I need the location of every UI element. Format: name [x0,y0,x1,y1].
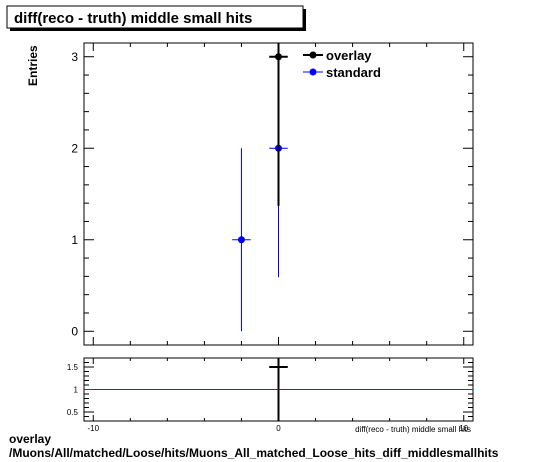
legend-standard-marker [309,68,317,76]
title-box: diff(reco - truth) middle small hits [6,5,306,31]
ratio-y-tick-label: 0.5 [67,408,79,417]
chart-title: diff(reco - truth) middle small hits [14,10,252,27]
legend-standard-label: standard [326,65,381,80]
ratio-y-tick-label: 1 [74,385,79,394]
ratio-plot-marks [84,358,473,421]
ratio-x-tick-label: -10 [87,424,99,433]
main-data-point [237,236,245,244]
ratio-x-tick-label: 10 [459,424,468,433]
y-axis-label: Entries [26,45,40,86]
main-y-tick-label: 3 [71,50,78,64]
main-plot-marks [232,43,288,332]
legend: overlay standard [303,48,381,80]
legend-overlay-marker [309,51,317,59]
main-data-point [275,53,282,61]
ratio-y-tick-label: 1.5 [67,363,79,372]
main-y-tick-label: 2 [71,142,78,156]
ratio-x-tick-label: 0 [276,424,281,433]
footer-line-2: /Muons/All/matched/Loose/hits/Muons_All_… [9,446,499,460]
footer-line-1: overlay [9,432,52,446]
x-axis-label: diff(reco - truth) middle small hits [355,425,471,434]
main-y-tick-label: 1 [71,233,78,247]
ratio-axis-ticks: -10 0 10 0.5 1 1.5 [67,357,473,433]
legend-overlay-label: overlay [326,48,372,63]
main-y-tick-label: 0 [71,325,78,339]
